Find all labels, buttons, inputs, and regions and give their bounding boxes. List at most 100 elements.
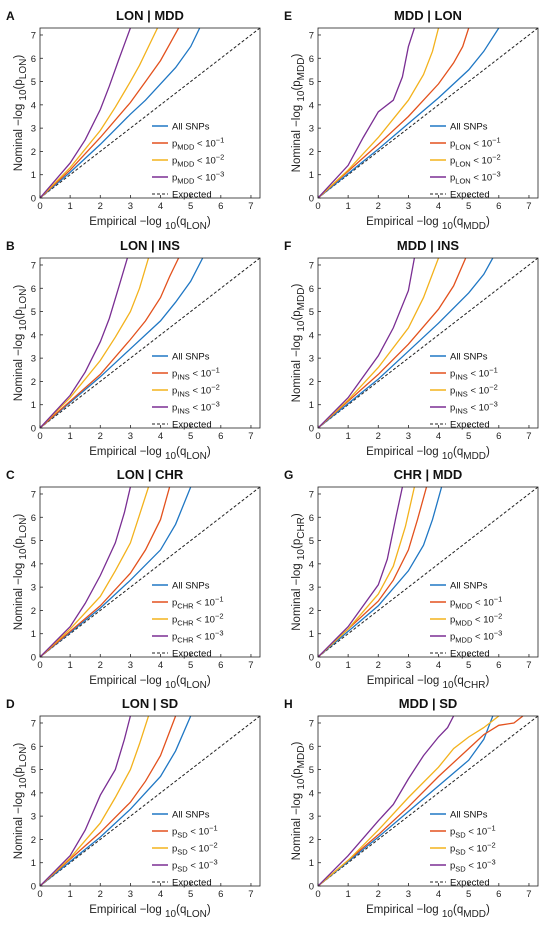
x-tick-label: 5: [466, 431, 471, 442]
y-tick-label: 3: [309, 583, 314, 594]
legend-label-expected: Expected: [172, 649, 212, 660]
legend-label-p2: pMDD < 10−2: [450, 612, 502, 628]
series-line-expected: [40, 487, 260, 657]
legend-label-p2: pSD < 10−2: [450, 841, 496, 857]
x-tick-label: 6: [496, 889, 501, 900]
series-line-expected: [40, 28, 260, 198]
series-line-p3: [318, 258, 416, 428]
y-tick-label: 5: [31, 765, 36, 776]
y-tick-label: 0: [31, 424, 36, 435]
legend-label-p2: pINS < 10−2: [450, 383, 498, 399]
y-tick-label: 0: [309, 424, 314, 435]
y-tick-label: 7: [309, 30, 314, 41]
x-tick-label: 5: [188, 431, 193, 442]
y-axis-label: Nominal −log 10(pMDD): [291, 54, 307, 173]
legend-label-p3: pINS < 10−3: [450, 400, 498, 416]
x-tick-label: 7: [526, 660, 531, 671]
legend-label-p2: pSD < 10−2: [172, 841, 218, 857]
legend-label-p3: pMDD < 10−3: [450, 629, 502, 645]
x-tick-label: 4: [436, 201, 441, 212]
panel-letter: B: [6, 239, 15, 253]
series-line-all: [40, 716, 192, 886]
y-tick-label: 1: [309, 629, 314, 640]
x-tick-label: 6: [496, 660, 501, 671]
panel-letter: H: [284, 697, 293, 711]
x-tick-label: 7: [248, 431, 253, 442]
panel-letter: G: [284, 468, 293, 482]
series-line-p2: [318, 487, 416, 657]
series-line-expected: [40, 258, 260, 428]
x-tick-label: 1: [345, 201, 350, 212]
series-line-p2: [40, 716, 150, 886]
x-tick-label: 1: [345, 431, 350, 442]
panel-c: C LON | CHR 00 1 1 2 2 3 3 4 4 5 5 6 6 7 7 Empirical −log…: [6, 467, 261, 691]
series-line-p3: [318, 487, 404, 657]
legend-label-all: All SNPs: [172, 352, 210, 363]
axes-frame: [317, 486, 539, 658]
series-lines: [318, 258, 538, 428]
y-tick-label: 6: [31, 284, 36, 295]
series-line-p3: [40, 487, 132, 657]
y-tick-label: 7: [309, 260, 314, 271]
y-axis-label: Nominal −log 10(pLON): [13, 743, 29, 860]
series-line-all: [318, 28, 500, 198]
y-tick-label: 5: [31, 307, 36, 318]
series-lines: [318, 487, 538, 657]
y-tick-label: 1: [31, 629, 36, 640]
y-tick-label: 4: [309, 559, 314, 570]
x-axis-label: Empirical −log 10(qLON): [89, 675, 211, 691]
legend-label-all: All SNPs: [172, 581, 210, 592]
y-tick-label: 3: [309, 124, 314, 135]
y-tick-label: 2: [31, 147, 36, 158]
y-tick-label: 2: [31, 835, 36, 846]
y-axis-label: Nominal −log 10(pLON): [13, 514, 29, 631]
legend-label-expected: Expected: [172, 878, 212, 889]
panel-title: LON | CHR: [117, 467, 184, 482]
series-lines: [40, 716, 260, 886]
legend-label-p3: pSD < 10−3: [450, 858, 496, 874]
x-tick-label: 3: [128, 201, 133, 212]
legend-label-all: All SNPs: [450, 810, 488, 821]
x-tick-label: 2: [98, 660, 103, 671]
y-tick-label: 3: [31, 354, 36, 365]
legend-label-p2: pMDD < 10−2: [172, 153, 224, 169]
y-tick-label: 1: [309, 858, 314, 869]
x-axis-label: Empirical −log 10(qMDD): [366, 904, 490, 920]
x-tick-label: 3: [406, 431, 411, 442]
y-tick-label: 2: [309, 606, 314, 617]
y-tick-label: 6: [309, 54, 314, 65]
x-tick-label: 4: [436, 889, 441, 900]
x-tick-label: 3: [406, 889, 411, 900]
panel-letter: C: [6, 468, 15, 482]
legend-label-expected: Expected: [450, 649, 490, 660]
series-line-all: [40, 28, 201, 198]
y-tick-label: 2: [31, 606, 36, 617]
x-tick-label: 3: [406, 201, 411, 212]
legend-label-p1: pSD < 10−1: [450, 824, 496, 840]
x-tick-label: 3: [128, 431, 133, 442]
legend-label-p1: pMDD < 10−1: [172, 136, 224, 152]
legend-label-p2: pCHR < 10−2: [172, 612, 224, 628]
y-tick-label: 3: [31, 812, 36, 823]
x-axis-label: Empirical −log 10(qCHR): [367, 675, 490, 691]
x-tick-label: 7: [526, 201, 531, 212]
y-tick-label: 6: [309, 742, 314, 753]
y-tick-label: 6: [309, 284, 314, 295]
panel-letter: F: [284, 239, 291, 253]
legend-label-p3: pSD < 10−3: [172, 858, 218, 874]
y-tick-label: 0: [31, 194, 36, 205]
series-line-expected: [40, 716, 260, 886]
y-tick-label: 3: [309, 354, 314, 365]
x-tick-label: 0: [315, 201, 320, 212]
y-tick-label: 5: [31, 536, 36, 547]
x-tick-label: 0: [37, 889, 42, 900]
x-tick-label: 3: [128, 660, 133, 671]
series-line-p3: [40, 258, 129, 428]
y-tick-label: 6: [31, 513, 36, 524]
